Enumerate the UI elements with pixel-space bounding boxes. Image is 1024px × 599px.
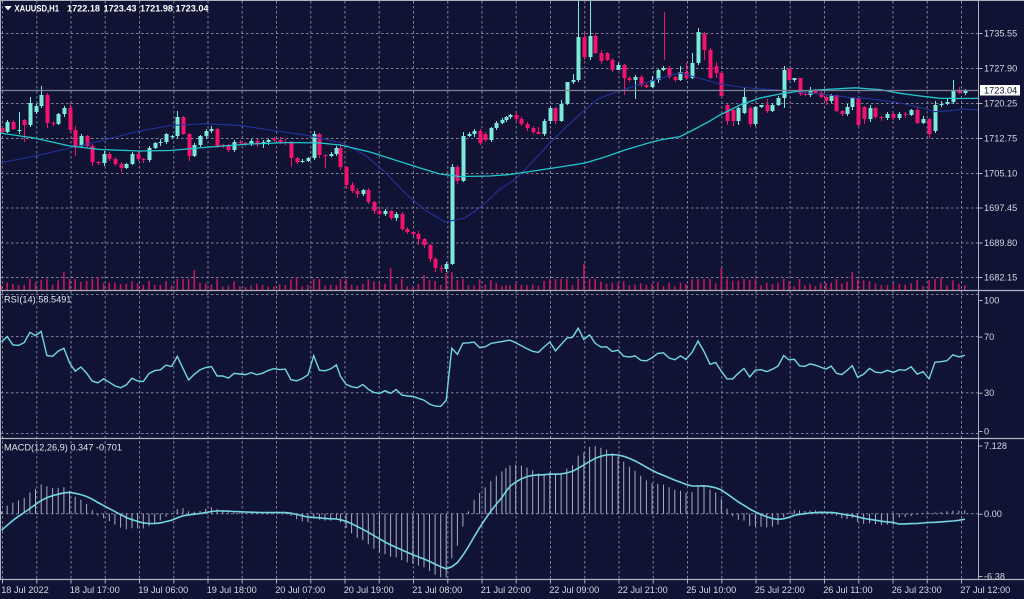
svg-text:26 Jul 11:00: 26 Jul 11:00 xyxy=(823,585,872,595)
svg-text:1689.80: 1689.80 xyxy=(984,238,1017,248)
svg-text:21 Jul 20:00: 21 Jul 20:00 xyxy=(481,585,531,595)
svg-text:1712.75: 1712.75 xyxy=(984,133,1017,143)
svg-text:18 Jul 17:00: 18 Jul 17:00 xyxy=(70,585,120,595)
svg-text:0.00: 0.00 xyxy=(984,509,1002,519)
svg-text:1721.98: 1721.98 xyxy=(140,3,173,13)
svg-text:20 Jul 19:00: 20 Jul 19:00 xyxy=(344,585,394,595)
svg-text:7.128: 7.128 xyxy=(984,441,1007,451)
svg-text:1682.15: 1682.15 xyxy=(984,272,1017,282)
svg-text:RSI(14) 58.5491: RSI(14) 58.5491 xyxy=(4,295,71,305)
svg-text:0: 0 xyxy=(984,426,989,436)
svg-text:18 Jul 2022: 18 Jul 2022 xyxy=(1,585,49,595)
svg-text:1723.43: 1723.43 xyxy=(104,3,137,13)
svg-text:19 Jul 18:00: 19 Jul 18:00 xyxy=(207,585,257,595)
svg-text:MACD(12,26,9) 0.347 -0.701: MACD(12,26,9) 0.347 -0.701 xyxy=(4,443,122,453)
svg-text:30: 30 xyxy=(984,388,994,398)
svg-text:100: 100 xyxy=(984,295,999,305)
svg-text:-6.38: -6.38 xyxy=(984,571,1005,581)
svg-text:XAUUSD,H1: XAUUSD,H1 xyxy=(15,3,60,13)
svg-text:19 Jul 06:00: 19 Jul 06:00 xyxy=(138,585,188,595)
svg-text:20 Jul 07:00: 20 Jul 07:00 xyxy=(275,585,325,595)
svg-text:1720.25: 1720.25 xyxy=(984,98,1017,108)
svg-text:21 Jul 08:00: 21 Jul 08:00 xyxy=(412,585,462,595)
svg-text:1723.04: 1723.04 xyxy=(176,3,210,13)
svg-text:1723.04: 1723.04 xyxy=(984,86,1017,96)
svg-text:25 Jul 10:00: 25 Jul 10:00 xyxy=(686,585,736,595)
svg-text:26 Jul 23:00: 26 Jul 23:00 xyxy=(892,585,942,595)
svg-text:1735.55: 1735.55 xyxy=(984,28,1017,38)
svg-text:1727.90: 1727.90 xyxy=(984,63,1017,73)
svg-text:1722.18: 1722.18 xyxy=(67,3,100,13)
svg-text:25 Jul 22:00: 25 Jul 22:00 xyxy=(755,585,805,595)
svg-text:27 Jul 12:00: 27 Jul 12:00 xyxy=(960,585,1010,595)
svg-text:70: 70 xyxy=(984,332,994,342)
svg-text:22 Jul 09:00: 22 Jul 09:00 xyxy=(549,585,599,595)
svg-text:22 Jul 21:00: 22 Jul 21:00 xyxy=(618,585,668,595)
svg-text:1705.10: 1705.10 xyxy=(984,168,1017,178)
svg-text:1697.45: 1697.45 xyxy=(984,203,1017,213)
